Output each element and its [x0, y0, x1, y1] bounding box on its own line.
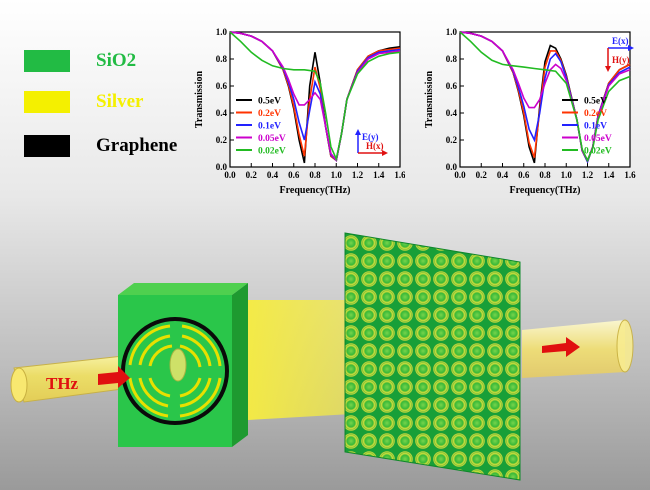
x-tick-label: 1.4	[603, 170, 615, 180]
y-tick-label: 0.0	[216, 162, 228, 172]
legend-swatch-silver	[24, 91, 70, 113]
series-line-0-02eV	[459, 31, 631, 163]
legend-label: 0.05eV	[584, 134, 612, 144]
legend-swatch-sio2	[24, 50, 70, 72]
y-tick-label: 0.2	[446, 135, 458, 145]
legend-label: 0.02eV	[584, 147, 612, 157]
x-tick-label: 0.6	[288, 170, 300, 180]
x-axis-label: Frequency(THz)	[510, 185, 581, 196]
x-tick-label: 1.0	[561, 170, 573, 180]
legend-label-silver: Silver	[96, 91, 144, 112]
y-tick-label: 0.2	[216, 135, 228, 145]
x-tick-label: 0.4	[267, 170, 279, 180]
e-field-label: E(x)	[612, 36, 629, 46]
x-tick-label: 1.4	[373, 170, 385, 180]
y-tick-label: 0.4	[216, 108, 228, 118]
h-field-arrowhead	[382, 150, 388, 156]
x-tick-label: 1.6	[624, 170, 636, 180]
legend-label: 0.2eV	[584, 109, 607, 119]
x-tick-label: 0.8	[539, 170, 551, 180]
legend-label: 0.5eV	[258, 97, 281, 107]
outgoing-beam	[522, 319, 634, 378]
x-tick-label: 1.2	[582, 170, 594, 180]
y-tick-label: 0.6	[216, 81, 228, 91]
y-axis-label: Transmission	[194, 71, 205, 128]
legend-item-silver: Silver	[24, 89, 144, 115]
x-tick-label: 1.2	[352, 170, 364, 180]
legend-item-sio2: SiO2	[24, 48, 136, 74]
x-axis-label: Frequency(THz)	[280, 185, 351, 196]
y-tick-label: 0.6	[446, 81, 458, 91]
legend-label-sio2: SiO2	[96, 50, 137, 71]
x-tick-label: 1.6	[394, 170, 405, 180]
block-top-face	[118, 283, 248, 295]
e-field-label: E(y)	[362, 132, 379, 142]
x-tick-label: 0.0	[224, 170, 236, 180]
legend-label: 0.1eV	[584, 122, 607, 132]
x-tick-label: 0.6	[518, 170, 530, 180]
block-side-face	[232, 283, 248, 447]
y-tick-label: 0.4	[446, 108, 458, 118]
x-tick-label: 0.4	[497, 170, 509, 180]
transmission-chart-left: 0.0 0.2 0.4 0.6 0.8 1.0 1.2 1.4 1.6 0.0 0.2 0.4 0.6 0…	[194, 27, 405, 196]
device-schematic: THz	[10, 232, 634, 481]
h-field-label: H(x)	[366, 141, 384, 151]
x-tick-label: 0.2	[246, 170, 258, 180]
y-tick-label: 0.0	[446, 162, 458, 172]
outgoing-arrow	[542, 337, 580, 357]
x-tick-label: 0.2	[476, 170, 488, 180]
source-label: THz	[46, 374, 79, 393]
series-line-0-02eV	[229, 31, 401, 162]
h-field-arrowhead	[605, 66, 611, 72]
x-tick-label: 1.0	[331, 170, 343, 180]
e-field-arrowhead	[355, 129, 361, 135]
legend-swatch-graphene	[24, 135, 70, 157]
incoming-arrow	[98, 366, 130, 388]
e-field-arrowhead	[628, 45, 634, 51]
h-field-label: H(y)	[612, 55, 630, 65]
legend-label: 0.05eV	[258, 134, 286, 144]
y-tick-label: 1.0	[216, 27, 228, 37]
y-tick-label: 0.8	[216, 54, 228, 64]
legend-label: 0.1eV	[258, 122, 281, 132]
y-tick-label: 1.0	[446, 27, 458, 37]
metasurface-array	[344, 232, 521, 481]
legend-label: 0.02eV	[258, 147, 286, 157]
silver-split-rings	[128, 324, 222, 418]
transmission-chart-right: 0.0 0.2 0.4 0.6 0.8 1.0 1.2 1.4 1.6 0.0 0.2 0.4 0.6 0…	[424, 27, 636, 196]
legend-label: 0.2eV	[258, 109, 281, 119]
plot-frame	[459, 31, 631, 168]
x-tick-label: 0.8	[309, 170, 321, 180]
legend-label: 0.5eV	[584, 97, 607, 107]
legend-item-graphene: Graphene	[24, 133, 177, 159]
y-axis-label: Transmission	[424, 71, 435, 128]
x-tick-label: 0.0	[454, 170, 466, 180]
y-tick-label: 0.8	[446, 54, 458, 64]
series-line-0-05eV	[229, 31, 401, 163]
legend-label-graphene: Graphene	[96, 135, 178, 156]
